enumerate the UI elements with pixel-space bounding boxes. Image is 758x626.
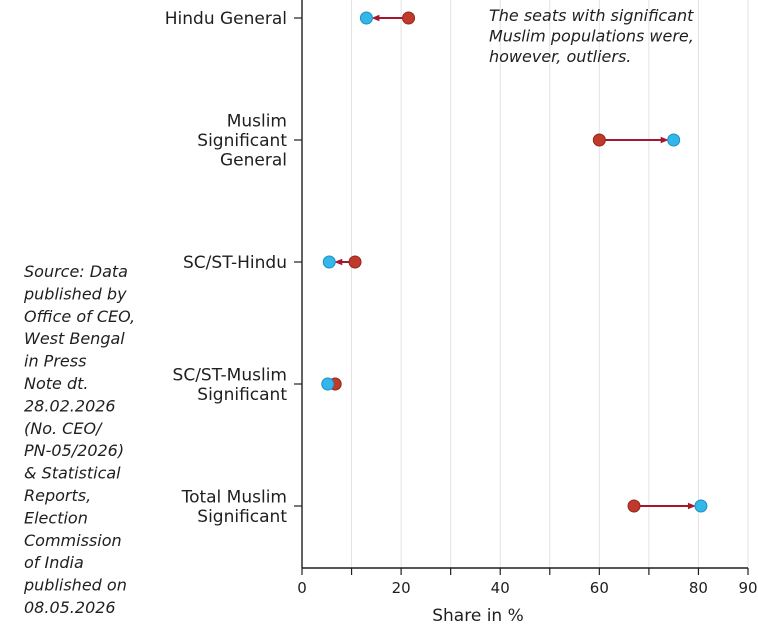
point-a-1 [592,133,606,147]
arrow-head-2 [334,258,343,266]
point-b-3 [321,377,335,391]
point-a-0 [402,11,416,25]
annotation-text: The seats with significant Muslim populat… [489,6,694,66]
x-axis-ticks: 0 20 40 60 80 90 [297,568,758,597]
category-label-3: SC/ST-Muslim Significant [173,365,288,405]
category-labels: Hindu General Muslim Significant General SC/… [165,9,288,527]
point-a-2 [348,255,362,269]
category-label-4: Total Muslim Significant [181,487,288,527]
dumbbell-marks [321,11,708,513]
x-tick-label-90: 90 [738,579,757,597]
point-b-4 [694,499,708,513]
point-b-0 [359,11,373,25]
arrow-head-0 [371,14,380,22]
arrow-head-4 [687,502,696,510]
x-axis-title: Share in % [432,606,524,626]
grid-lines [351,0,749,568]
point-a-4 [627,499,641,513]
x-tick-label-20: 20 [392,579,411,597]
category-label-0: Hindu General [165,9,287,29]
point-b-2 [322,255,336,269]
category-label-2: SC/ST-Hindu [183,253,287,273]
point-b-1 [667,133,681,147]
category-label-1: Muslim Significant General [197,112,287,171]
x-tick-label-80: 80 [689,579,708,597]
arrow-head-1 [660,136,669,144]
axes [301,0,748,569]
source-note: Source: Data published by Office of CEO, We… [23,262,135,617]
x-tick-label-60: 60 [590,579,609,597]
x-tick-label-0: 0 [297,579,307,597]
x-tick-label-40: 40 [491,579,510,597]
y-axis-ticks [294,17,302,507]
